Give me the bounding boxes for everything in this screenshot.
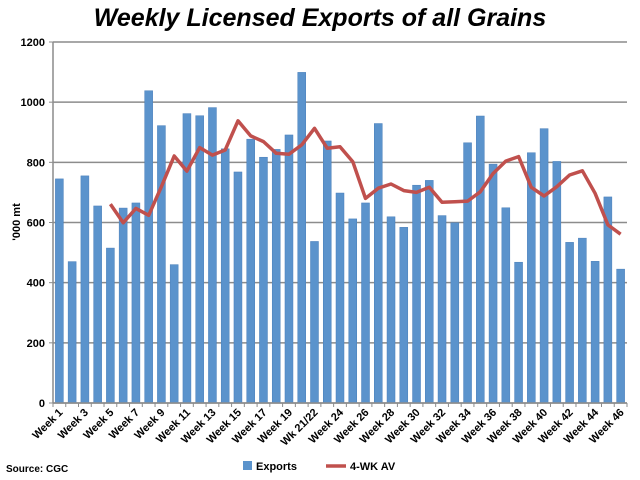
bar-week-17 [259,156,268,404]
y-tick-label: 0 [39,398,45,410]
chart-title: Weekly Licensed Exports of all Grains [94,4,547,32]
bar-wk-21-22 [310,241,319,404]
y-tick-label: 600 [27,218,45,230]
bar-week-30 [412,184,421,404]
axes [52,42,628,407]
exports-bars [55,72,625,404]
bar-week-11 [182,113,192,404]
bar-week-23 [322,140,332,404]
bar-week-40 [539,128,549,404]
y-axis-label: '000 mt [11,203,23,241]
legend-exports-swatch [243,461,252,470]
bar-week-31 [425,180,434,404]
bar-week-1 [55,178,64,404]
bar-week-10 [169,264,179,404]
bar-week-41 [552,161,562,404]
legend-avg-label: 4-WK AV [350,461,396,473]
bar-week-20 [297,72,306,404]
bar-week-16 [246,138,255,404]
bar-week-43 [578,237,587,404]
bar-week-3 [80,175,90,404]
bar-week-42 [565,242,574,404]
bar-week-2 [67,261,77,404]
bar-week-29 [399,227,409,404]
bar-week-33 [450,222,460,404]
bar-week-36 [488,163,498,404]
bar-week-18 [271,149,281,404]
bar-week-7 [131,202,141,404]
bar-week-8 [144,90,153,404]
bar-week-4 [93,205,102,404]
bar-week-44 [590,261,600,404]
bar-week-25 [348,218,358,404]
y-tick-label: 1000 [21,97,45,109]
bar-week-32 [437,215,447,404]
bar-week-12 [195,115,204,404]
source-note: Source: CGC [6,464,68,475]
bar-week-14 [220,148,230,404]
bar-week-35 [476,115,485,404]
y-tick-label: 200 [27,338,45,350]
bar-week-27 [374,123,383,404]
avg-line [108,119,622,236]
y-tick-label: 1200 [21,37,45,49]
legend: Exports 4-WK AV [243,461,396,473]
bar-week-24 [335,192,345,404]
y-tick-label: 400 [27,278,45,290]
bar-week-15 [233,171,243,404]
y-tick-label: 800 [27,157,45,169]
bar-week-5 [106,247,115,404]
bar-week-9 [157,125,166,404]
bar-week-37 [501,207,511,404]
bar-week-34 [463,142,472,404]
bar-week-26 [361,202,370,404]
legend-exports-label: Exports [256,461,297,473]
bar-week-46 [616,268,625,404]
y-tick-labels: 0 200 400 600 800 1000 1200 [21,37,45,410]
bar-week-38 [514,261,523,404]
bar-week-19 [284,134,294,404]
bar-week-6 [118,207,128,404]
bar-week-28 [386,216,396,404]
